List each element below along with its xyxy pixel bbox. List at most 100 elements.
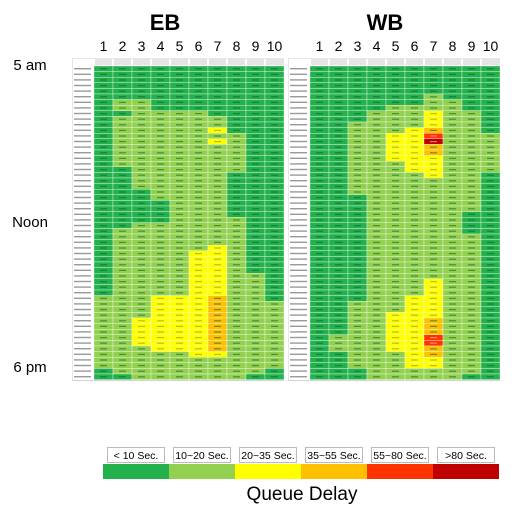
time-row-label [290,252,307,255]
cell-value-mark [316,286,323,288]
cell-value-mark [100,85,107,87]
cell-value-mark [392,73,399,75]
column-header-cell [444,59,461,65]
time-row-label [74,124,91,126]
cell-value-mark [195,269,202,271]
cell-value-mark [487,73,494,75]
cell-value-mark [214,68,221,70]
time-row-label [74,292,91,294]
cell-value-mark [487,208,494,210]
time-row-label [290,275,307,277]
cell-value-mark [411,174,418,176]
cell-value-mark [157,174,164,176]
cell-value-mark [354,325,361,327]
cell-value-mark [468,269,475,271]
cell-value-mark [176,208,183,210]
cell-value-mark [138,152,145,154]
column-header-cell [368,59,385,65]
time-row-label [74,247,91,249]
cell-value-mark [449,236,456,238]
cell-value-mark [214,370,221,372]
cell-value-mark [354,247,361,249]
cell-value-mark [392,180,399,182]
cell-value-mark [195,359,202,361]
cell-value-mark [138,73,145,75]
cell-value-mark [468,297,475,299]
cell-value-mark [354,253,361,255]
cell-value-mark [176,152,183,154]
cell-value-mark [195,370,202,372]
cell-value-mark [214,113,221,115]
cell-value-mark [354,185,361,187]
cell-value-mark [487,230,494,232]
cell-value-mark [354,269,361,271]
cell-value-mark [195,68,202,70]
time-row-label [290,236,307,238]
cell-value-mark [373,348,380,350]
cell-value-mark [468,303,475,305]
time-row-label [290,286,307,288]
cell-value-mark [176,365,183,367]
cell-value-mark [468,275,475,277]
cell-value-mark [214,337,221,339]
cell-value-mark [138,241,145,243]
cell-value-mark [119,342,126,344]
cell-value-mark [157,118,164,120]
cell-value-mark [195,73,202,75]
cell-value-mark [195,208,202,210]
time-row-label [74,297,91,299]
cell-value-mark [271,101,278,103]
column-header-cell [482,59,499,65]
cell-value-mark [430,135,437,137]
cell-value-mark [252,157,259,159]
cell-value-mark [354,107,361,109]
cell-value-mark [233,348,240,350]
cell-value-mark [233,141,240,143]
cell-value-mark [430,325,437,327]
cell-value-mark [233,90,240,92]
cell-value-mark [468,292,475,294]
cell-value-mark [176,286,183,288]
cell-value-mark [138,225,145,227]
cell-value-mark [354,337,361,339]
cell-value-mark [430,286,437,288]
cell-value-mark [392,309,399,311]
cell-value-mark [157,365,164,367]
cell-value-mark [468,163,475,165]
cell-value-mark [195,135,202,137]
cell-value-mark [252,297,259,299]
legend-bin-label: >80 Sec. [437,447,495,463]
cell-value-mark [214,247,221,249]
cell-value-mark [430,376,437,378]
cell-value-mark [316,281,323,283]
cell-value-mark [233,107,240,109]
cell-value-mark [354,359,361,361]
cell-value-mark [487,370,494,372]
cell-value-mark [487,292,494,294]
cell-value-mark [138,303,145,305]
time-row-label [74,140,91,143]
cell-value-mark [119,146,126,148]
cell-value-mark [411,197,418,199]
cell-value-mark [214,202,221,204]
cell-value-mark [430,236,437,238]
cell-value-mark [373,163,380,165]
cell-value-mark [195,152,202,154]
cell-value-mark [335,359,342,361]
time-row-label [290,174,307,176]
time-row-label [290,269,307,271]
cell-value-mark [271,325,278,327]
cell-value-mark [335,208,342,210]
cell-value-mark [411,68,418,70]
cell-value-mark [119,269,126,271]
cell-value-mark [468,141,475,143]
cell-value-mark [335,174,342,176]
column-number: 7 [213,38,222,54]
cell-value-mark [430,213,437,215]
cell-value-mark [195,85,202,87]
cell-value-mark [157,113,164,115]
cell-value-mark [119,141,126,143]
cell-value-mark [449,258,456,260]
cell-value-mark [335,101,342,103]
cell-value-mark [195,236,202,238]
